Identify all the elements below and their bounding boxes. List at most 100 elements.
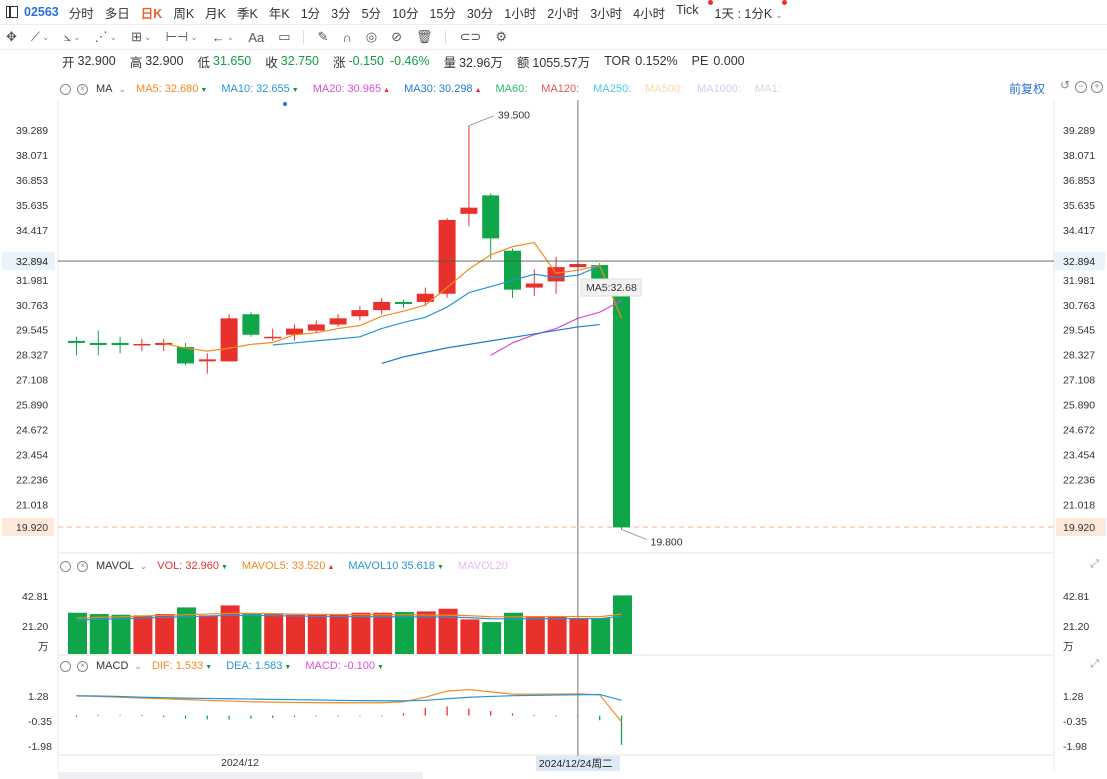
period-8[interactable]: 3分: [331, 6, 351, 21]
legend-item[interactable]: MA120:: [541, 83, 579, 95]
candle-body: [482, 195, 500, 239]
period-6[interactable]: 年K: [268, 6, 290, 21]
gear-icon[interactable]: [60, 660, 71, 672]
chevron-down-icon[interactable]: ⌄: [139, 560, 148, 571]
legend-item[interactable]: VOL: 32.960 ▼: [157, 560, 228, 572]
expand-icon[interactable]: ⤢: [1090, 658, 1099, 670]
legend-value: 33.520: [291, 560, 326, 572]
legend-item[interactable]: MA500:: [645, 83, 683, 95]
high-value: 32.900: [145, 54, 184, 68]
legend-item[interactable]: DEA: 1.583 ▼: [226, 660, 291, 672]
volume-bar: [351, 612, 371, 654]
period-1[interactable]: 多日: [104, 6, 130, 21]
close-icon[interactable]: ×: [77, 660, 88, 672]
move-icon[interactable]: ✥: [6, 29, 17, 44]
ma-indicator-name[interactable]: MA: [96, 83, 113, 95]
ma30-line: [381, 323, 600, 365]
price-tick-right: 28.327: [1063, 350, 1095, 362]
legend-item[interactable]: MA5: 32.680 ▼: [136, 83, 207, 95]
period-5[interactable]: 季K: [237, 6, 258, 21]
gear-icon[interactable]: [60, 83, 71, 95]
arrow-icon[interactable]: ← ⌄: [211, 29, 235, 45]
line-icon[interactable]: ⟋ ⌄: [30, 29, 50, 44]
volume-unit-right: 万: [1063, 641, 1074, 653]
mavol5-line: [76, 612, 622, 619]
measure-icon[interactable]: ⊢⊣ ⌄: [165, 29, 198, 44]
volume-bar: [525, 616, 545, 654]
legend-item[interactable]: MAVOL20: [458, 560, 508, 572]
period-10[interactable]: 10分: [392, 6, 419, 21]
low-price-tag: 19.920: [16, 522, 48, 534]
legend-item[interactable]: MA20: 30.965 ▲: [313, 83, 390, 95]
close-icon[interactable]: ×: [77, 83, 88, 95]
legend-item[interactable]: MACD: -0.100 ▼: [305, 660, 384, 672]
undo-icon[interactable]: ↺: [1059, 78, 1071, 92]
gear-icon[interactable]: [60, 560, 71, 572]
period-4[interactable]: 月K: [205, 6, 227, 21]
link-icon[interactable]: ⊂⊃: [459, 29, 482, 44]
period-2[interactable]: 日K: [140, 6, 163, 21]
period-15[interactable]: 3小时: [590, 6, 623, 21]
trash-icon[interactable]: 🗑: [416, 29, 433, 44]
settings-icon[interactable]: ⚙: [495, 29, 508, 44]
period-7[interactable]: 1分: [300, 6, 321, 21]
scrollbar-thumb[interactable]: [58, 772, 423, 779]
legend-item[interactable]: MA1000:: [697, 83, 741, 95]
macd-indicator-name[interactable]: MACD: [96, 660, 129, 672]
eye-icon[interactable]: ◎: [365, 29, 378, 44]
layout-icon[interactable]: [6, 6, 18, 18]
legend-item[interactable]: MA250:: [593, 83, 631, 95]
legend-item[interactable]: MAVOL10 35.618 ▼: [348, 560, 444, 572]
period-12[interactable]: 30分: [466, 6, 494, 21]
change-pct: -0.46%: [389, 54, 430, 68]
period-13[interactable]: 1小时: [504, 6, 537, 21]
legend-item[interactable]: MA10: 32.655 ▼: [221, 83, 298, 95]
chevron-down-icon[interactable]: ⌄: [118, 83, 127, 94]
price-tick-left: 30.763: [16, 300, 48, 312]
adjust-mode[interactable]: 前复权: [1008, 82, 1045, 96]
magnet-icon[interactable]: ∩: [342, 29, 352, 45]
low-price-tag: 19.920: [1063, 522, 1095, 534]
period-11[interactable]: 15分: [429, 6, 456, 21]
divider: [302, 30, 304, 44]
price-tick-right: 30.763: [1063, 300, 1095, 312]
minus-icon[interactable]: −: [1075, 81, 1087, 93]
candle-body: [395, 301, 412, 304]
period-16[interactable]: 4小时: [633, 6, 666, 21]
legend-label: MA500:: [645, 83, 684, 95]
symbol-code[interactable]: 02563: [24, 5, 59, 19]
text-icon[interactable]: Aa: [248, 29, 265, 45]
expand-icon[interactable]: ⤢: [1090, 558, 1099, 570]
quote-line: 开 32.900 高 32.900 低 31.650 收 32.750 涨 -0.150-…: [62, 50, 759, 72]
pencil-icon[interactable]: ✎: [317, 29, 329, 44]
period-17[interactable]: Tick: [676, 2, 699, 17]
candle-body: [133, 343, 151, 346]
arrow-down-icon: ▼: [284, 664, 292, 671]
period-0[interactable]: 分时: [68, 6, 94, 21]
volume-indicator-name[interactable]: MAVOL: [96, 560, 134, 572]
price-tick-right: 34.417: [1063, 225, 1095, 237]
comment-icon[interactable]: ▭: [278, 29, 291, 44]
legend-item[interactable]: MA1:: [755, 83, 781, 95]
legend-item[interactable]: MAVOL5: 33.520 ▲: [242, 560, 334, 572]
period-3[interactable]: 周K: [173, 6, 195, 21]
plus-icon[interactable]: +: [1091, 81, 1103, 93]
ray-icon[interactable]: ⦣ ⌄: [63, 29, 81, 44]
low-label-leader: [621, 528, 647, 540]
legend-label: MAVOL10: [348, 560, 399, 572]
compare-selector[interactable]: 1天 : 1分K ⌄: [715, 3, 783, 22]
low-value: 31.650: [213, 54, 252, 68]
hide-icon[interactable]: ⊘: [391, 29, 403, 44]
zigzag-icon[interactable]: ⋰ ⌄: [94, 29, 118, 44]
arrow-down-icon: ▼: [205, 664, 213, 671]
legend-item[interactable]: DIF: 1.533 ▼: [152, 660, 212, 672]
chevron-down-icon[interactable]: ⌄: [134, 660, 142, 671]
close-icon[interactable]: ×: [77, 560, 88, 572]
low-price-tag-bg: [1056, 518, 1106, 536]
period-9[interactable]: 5分: [361, 6, 382, 21]
legend-item[interactable]: MA60:: [496, 83, 528, 95]
period-14[interactable]: 2小时: [547, 6, 580, 21]
legend-item[interactable]: MA30: 30.298 ▲: [404, 83, 481, 95]
fib-icon[interactable]: ⊞ ⌄: [131, 29, 152, 44]
